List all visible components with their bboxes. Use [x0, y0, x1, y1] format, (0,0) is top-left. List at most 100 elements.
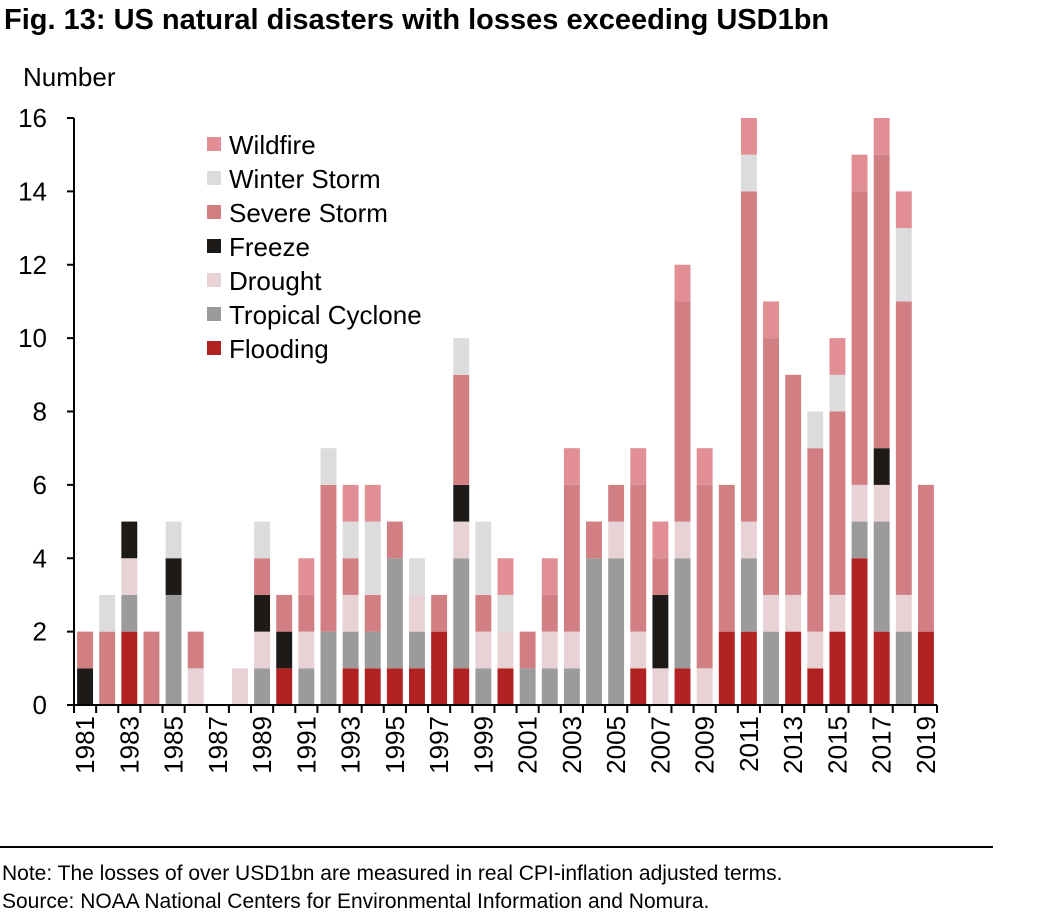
bar-2008-wildfire [674, 264, 691, 302]
bar-2014-severe-storm [807, 448, 824, 632]
bar-2016-severe-storm [851, 191, 868, 485]
y-tick-label-0: 0 [33, 690, 47, 720]
legend-swatch-severe-storm [207, 205, 221, 219]
x-tick-label-2003: 2003 [557, 716, 587, 774]
bar-1994-tropical-cyclone [364, 631, 381, 669]
bar-2018-winter-storm [895, 228, 912, 302]
bar-2005-drought [608, 521, 625, 559]
x-tick-label-1985: 1985 [159, 716, 189, 774]
bar-2011-wildfire [740, 118, 757, 155]
bar-1985-winter-storm [165, 521, 182, 559]
bar-2017-severe-storm [873, 154, 890, 449]
bar-1990-severe-storm [276, 594, 293, 632]
x-tick-label-1999: 1999 [468, 716, 498, 774]
bar-1997-flooding [431, 631, 448, 706]
bar-1992-severe-storm [320, 484, 337, 632]
legend-swatch-flooding [207, 341, 221, 355]
bar-1984-severe-storm [143, 631, 160, 706]
bar-1992-winter-storm [320, 448, 337, 485]
bar-2012-wildfire [763, 301, 779, 339]
bar-2015-winter-storm [829, 374, 846, 412]
bar-1995-severe-storm [386, 521, 403, 559]
x-tick-label-2001: 2001 [513, 716, 543, 774]
y-tick-label-16: 16 [18, 103, 47, 133]
legend-label-drought: Drought [229, 266, 322, 296]
legend-label-winter-storm: Winter Storm [229, 164, 381, 194]
bar-2015-drought [829, 594, 846, 632]
y-tick-label-14: 14 [18, 176, 47, 206]
bar-2015-severe-storm [829, 411, 846, 595]
bar-1995-flooding [386, 668, 403, 705]
bar-2001-severe-storm [519, 631, 536, 669]
bar-1993-tropical-cyclone [342, 631, 359, 669]
bar-1995-tropical-cyclone [386, 558, 403, 669]
bar-2016-drought [851, 484, 868, 522]
bar-2017-drought [873, 484, 890, 522]
bar-1981-severe-storm [77, 631, 94, 669]
bar-2004-tropical-cyclone [586, 558, 602, 705]
bar-2009-wildfire [696, 448, 713, 485]
bar-2011-winter-storm [740, 154, 757, 192]
x-tick-label-1991: 1991 [291, 716, 321, 774]
bar-1985-tropical-cyclone [165, 594, 182, 705]
bar-1989-freeze [254, 594, 271, 632]
x-tick-label-1989: 1989 [247, 716, 277, 774]
bar-1989-tropical-cyclone [254, 668, 271, 705]
bar-2008-tropical-cyclone [674, 558, 691, 669]
bar-2013-drought [785, 594, 802, 632]
x-tick-label-2019: 2019 [911, 716, 941, 774]
bar-1998-winter-storm [453, 338, 470, 375]
bar-2006-wildfire [630, 448, 647, 485]
legend-label-wildfire: Wildfire [229, 130, 316, 160]
bar-2012-severe-storm [763, 338, 779, 595]
bar-1981-freeze [77, 668, 94, 705]
bar-1994-flooding [364, 668, 381, 705]
bar-2003-drought [563, 631, 580, 669]
bar-2012-drought [763, 594, 779, 632]
bar-1982-winter-storm [99, 594, 116, 632]
legend-swatch-winter-storm [207, 171, 221, 185]
bar-2003-severe-storm [563, 484, 580, 632]
bar-1986-severe-storm [187, 631, 204, 669]
bar-1983-freeze [121, 521, 138, 559]
x-tick-label-1983: 1983 [114, 716, 144, 774]
bar-2007-wildfire [652, 521, 669, 559]
bar-1983-flooding [121, 631, 138, 706]
bar-1990-flooding [276, 668, 293, 705]
x-tick-label-1993: 1993 [336, 716, 366, 774]
bar-2000-wildfire [497, 558, 514, 595]
bar-2015-wildfire [829, 338, 846, 375]
bar-1985-freeze [165, 558, 182, 595]
bar-1989-winter-storm [254, 521, 271, 559]
x-tick-label-2013: 2013 [778, 716, 808, 774]
bar-1994-severe-storm [364, 594, 381, 632]
bar-2013-severe-storm [785, 374, 802, 595]
x-tick-label-2011: 2011 [734, 716, 764, 772]
bar-1989-severe-storm [254, 558, 271, 595]
bar-2006-severe-storm [630, 484, 647, 632]
bar-2002-severe-storm [541, 594, 558, 632]
stacked-bar-chart: 0 2 4 6 8 10 12 14 16 1981 1983 1985 1987 1989 1991 199… [18, 103, 941, 774]
bar-2001-tropical-cyclone [519, 668, 536, 705]
bar-2011-drought [740, 521, 757, 559]
x-tick-label-2007: 2007 [645, 716, 675, 774]
bar-2017-wildfire [873, 118, 890, 155]
bar-2004-severe-storm [586, 521, 602, 559]
bar-2005-severe-storm [608, 484, 625, 522]
chart-source: Source: NOAA National Centers for Enviro… [2, 890, 710, 913]
bar-1986-drought [187, 668, 204, 705]
bar-1991-severe-storm [298, 594, 315, 632]
legend-label-tropical-cyclone: Tropical Cyclone [229, 300, 422, 330]
bar-2008-severe-storm [674, 301, 691, 522]
bar-1997-severe-storm [431, 594, 448, 632]
bar-1996-tropical-cyclone [409, 631, 425, 669]
bar-1996-winter-storm [409, 558, 425, 595]
bar-1993-severe-storm [342, 558, 359, 595]
bar-1999-winter-storm [475, 521, 492, 595]
bar-1999-drought [475, 631, 492, 669]
bar-2002-wildfire [541, 558, 558, 595]
bar-1998-flooding [453, 668, 470, 705]
bar-1990-freeze [276, 631, 293, 669]
x-tick-label-1995: 1995 [380, 716, 410, 774]
x-tick-label-2017: 2017 [867, 716, 897, 774]
